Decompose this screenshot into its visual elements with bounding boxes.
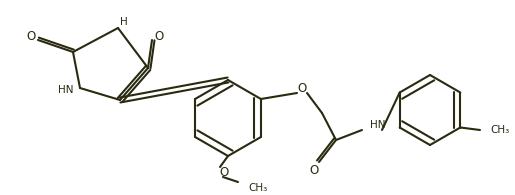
Text: O: O [310,163,319,176]
Text: O: O [219,166,229,178]
Text: O: O [297,82,306,95]
Text: CH₃: CH₃ [490,125,509,135]
Text: CH₃: CH₃ [248,183,267,193]
Text: H: H [120,17,128,27]
Text: HN: HN [58,85,74,95]
Text: O: O [154,30,164,43]
Text: O: O [26,30,36,43]
Text: HN: HN [370,120,386,130]
